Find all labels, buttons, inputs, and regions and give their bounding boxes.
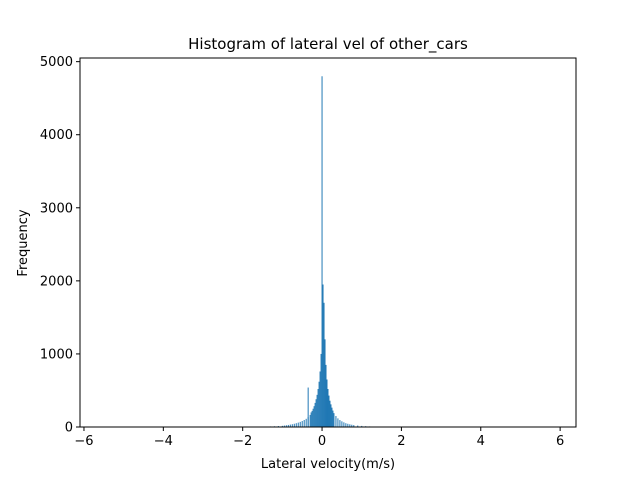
histogram-bar	[319, 371, 321, 427]
x-tick-label: 6	[556, 434, 564, 449]
histogram-bar	[332, 410, 334, 427]
histogram-bar	[311, 410, 313, 427]
histogram-bar	[325, 364, 327, 427]
histogram-bar	[309, 414, 311, 427]
histogram-bar	[305, 418, 307, 427]
histogram-bar	[361, 425, 363, 427]
x-tick-label: 2	[397, 434, 405, 449]
chart-title: Histogram of lateral vel of other_cars	[188, 35, 468, 54]
x-tick-label: −6	[74, 434, 93, 449]
histogram-bar	[330, 404, 332, 427]
histogram-bar	[295, 423, 297, 427]
x-tick-label: −4	[154, 434, 173, 449]
histogram-bar	[343, 422, 345, 427]
histogram-bar	[287, 424, 289, 427]
x-axis-label: Lateral velocity(m/s)	[261, 457, 395, 472]
histogram-bar	[314, 402, 316, 427]
histogram-bar	[327, 389, 329, 427]
y-tick-label: 1000	[40, 347, 73, 362]
histogram-bar	[285, 425, 287, 427]
y-axis: 0 1000 2000 3000 4000 5000	[40, 55, 80, 436]
histogram-bar	[316, 394, 318, 427]
histogram-bar	[331, 407, 333, 427]
y-tick-label: 5000	[40, 55, 73, 70]
x-axis: −6 −4 −2 0 2 4 6	[74, 427, 564, 449]
histogram-bar	[351, 424, 353, 427]
y-axis-label: Frequency	[16, 209, 31, 276]
histogram-bar	[322, 284, 324, 427]
histogram-bar	[293, 423, 295, 427]
x-tick-label: −2	[233, 434, 252, 449]
histogram-bar	[357, 425, 359, 427]
histogram-bar	[341, 421, 343, 427]
histogram-bar	[303, 419, 305, 427]
histogram-bar	[326, 379, 328, 427]
histogram-bar	[321, 76, 323, 428]
histogram-bar	[329, 400, 331, 427]
histogram-bar	[320, 353, 322, 427]
histogram-bar	[349, 424, 351, 427]
histogram-bar	[337, 418, 339, 427]
histogram-bar	[289, 424, 291, 427]
histogram-bar	[291, 424, 293, 427]
plot-frame	[79, 57, 577, 428]
histogram-bar	[328, 395, 330, 427]
y-tick-label: 3000	[40, 201, 73, 216]
y-tick-label: 4000	[40, 128, 73, 143]
histogram-bar	[353, 425, 355, 427]
histogram-bar	[310, 412, 312, 427]
histogram-bar	[345, 423, 347, 427]
histogram-bar	[315, 399, 317, 427]
histogram-bar	[312, 408, 314, 427]
histogram-bar	[317, 389, 319, 427]
histogram-bar	[313, 406, 315, 427]
y-tick-label: 2000	[40, 274, 73, 289]
histogram-bar	[333, 413, 335, 427]
histogram-bar	[301, 421, 303, 427]
histogram-bar	[297, 422, 299, 427]
x-tick-label: 4	[477, 434, 485, 449]
histogram-bar	[283, 425, 285, 427]
histogram-bar	[281, 425, 283, 427]
histogram-bar	[307, 387, 309, 427]
histogram-bar	[318, 381, 320, 427]
histogram-bar	[347, 423, 349, 427]
x-tick-label: 0	[318, 434, 326, 449]
histogram-bar	[335, 416, 337, 427]
histogram-bars	[269, 76, 375, 428]
histogram-bar	[299, 421, 301, 427]
histogram-bar	[324, 339, 326, 427]
histogram-bar	[323, 302, 325, 427]
histogram-bar	[339, 420, 341, 427]
y-tick-label: 0	[65, 421, 73, 436]
